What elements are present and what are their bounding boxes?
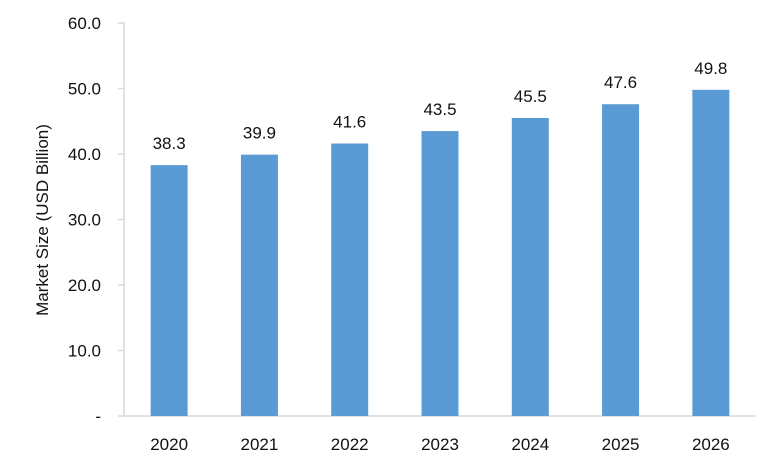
x-tick-label-2020: 2020	[150, 435, 188, 454]
bar-2023	[421, 131, 459, 416]
x-tick-label-2025: 2025	[602, 435, 640, 454]
data-label-2021: 39.9	[243, 124, 276, 143]
data-label-2022: 41.6	[333, 113, 366, 132]
data-label-2024: 45.5	[514, 87, 547, 106]
data-label-2023: 43.5	[423, 100, 456, 119]
y-axis-title: Market Size (USD Billion)	[33, 124, 52, 316]
x-tick-label-2023: 2023	[421, 435, 459, 454]
x-tick-label-2021: 2021	[241, 435, 279, 454]
x-tick-label-2022: 2022	[331, 435, 369, 454]
y-tick-label: 10.0	[68, 342, 101, 361]
data-label-2020: 38.3	[153, 134, 186, 153]
y-axis-title-group: Market Size (USD Billion)	[33, 124, 52, 316]
y-tick-label: 60.0	[68, 14, 101, 33]
x-axis-labels: 2020 2021 2022 2023 2024 2025 2026	[150, 435, 730, 454]
y-tick-label: 40.0	[68, 145, 101, 164]
bar-2020	[150, 165, 188, 416]
bar-2022	[331, 143, 369, 416]
y-ticks: - 10.0 20.0 30.0 40.0 50.0 60.0	[68, 14, 124, 426]
bar-2026	[692, 89, 730, 416]
y-tick-label: -	[95, 407, 101, 426]
data-labels: 38.3 39.9 41.6 43.5 45.5 47.6 49.8	[153, 59, 728, 153]
bar-2021	[240, 154, 278, 416]
x-tick-label-2026: 2026	[692, 435, 730, 454]
y-tick-label: 30.0	[68, 211, 101, 230]
bars	[150, 89, 730, 416]
x-tick-label-2024: 2024	[511, 435, 549, 454]
y-tick-label: 50.0	[68, 80, 101, 99]
data-label-2025: 47.6	[604, 73, 637, 92]
bar-2024	[511, 117, 549, 416]
data-label-2026: 49.8	[694, 59, 727, 78]
bar-2025	[602, 104, 640, 416]
y-tick-label: 20.0	[68, 276, 101, 295]
